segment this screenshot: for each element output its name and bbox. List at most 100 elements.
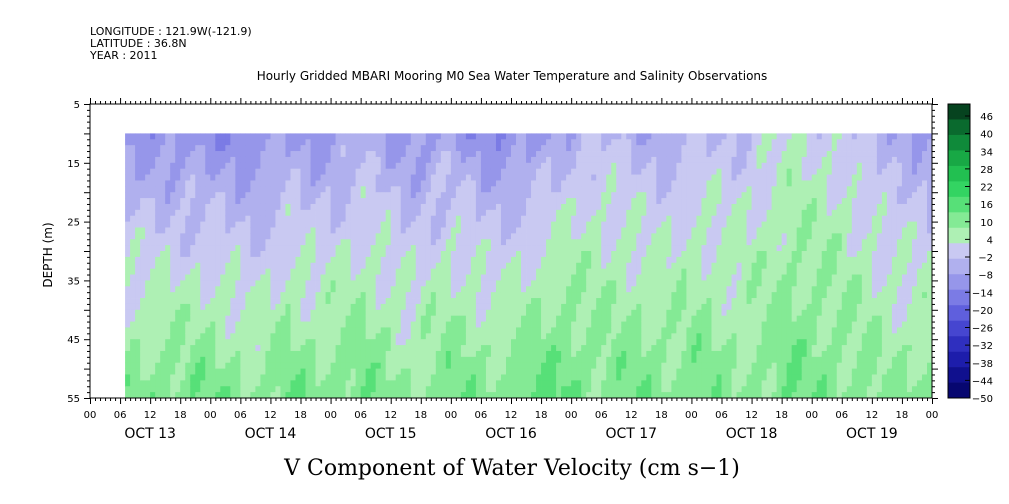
heatmap-cell <box>430 245 437 252</box>
heatmap-cell <box>140 192 146 199</box>
heatmap-cell <box>531 274 537 281</box>
heatmap-cell <box>641 386 647 393</box>
heatmap-cell <box>330 268 336 275</box>
heatmap-cell <box>581 356 587 364</box>
heatmap-cell <box>195 239 201 246</box>
heatmap-cell <box>631 362 637 369</box>
heatmap-cell <box>355 262 362 270</box>
heatmap-cell <box>145 286 151 293</box>
heatmap-cell <box>445 139 452 146</box>
heatmap-cell <box>305 380 311 387</box>
heatmap-cell <box>410 345 417 352</box>
heatmap-cell <box>430 215 437 222</box>
heatmap-cell <box>390 198 397 205</box>
heatmap-cell <box>596 198 602 205</box>
heatmap-cell <box>245 333 251 340</box>
heatmap-cell <box>265 245 271 252</box>
heatmap-cell <box>385 298 392 305</box>
heatmap-cell <box>435 368 442 375</box>
heatmap-cell <box>325 268 331 275</box>
heatmap-cell <box>516 386 522 393</box>
heatmap-cell <box>130 345 136 352</box>
heatmap-cell <box>516 227 522 234</box>
heatmap-cell <box>646 156 652 164</box>
heatmap-cell <box>330 380 336 387</box>
heatmap-cell <box>475 374 482 381</box>
heatmap-cell <box>531 356 537 364</box>
heatmap-cell <box>290 333 296 340</box>
heatmap-cell <box>480 362 487 369</box>
heatmap-cell <box>631 133 637 140</box>
heatmap-cell <box>355 386 362 393</box>
heatmap-cell <box>546 298 552 305</box>
heatmap-cell <box>195 386 201 393</box>
heatmap-cell <box>180 180 186 187</box>
heatmap-cell <box>395 345 402 352</box>
heatmap-cell <box>566 221 572 228</box>
heatmap-cell <box>200 368 206 375</box>
heatmap-cell <box>320 251 326 258</box>
heatmap-cell <box>646 239 652 246</box>
heatmap-cell <box>390 321 397 328</box>
heatmap-cell <box>516 162 522 170</box>
heatmap-cell <box>470 380 477 387</box>
heatmap-cell <box>130 227 136 234</box>
heatmap-cell <box>495 215 502 222</box>
heatmap-cell <box>661 203 667 211</box>
heatmap-cell <box>601 186 607 193</box>
heatmap-cell <box>125 251 131 258</box>
heatmap-cell <box>295 339 301 346</box>
heatmap-cell <box>280 374 286 381</box>
heatmap-cell <box>546 356 552 364</box>
heatmap-cell <box>636 192 642 199</box>
heatmap-cell <box>170 380 176 387</box>
heatmap-cell <box>370 280 377 287</box>
heatmap-cell <box>606 192 612 199</box>
heatmap-cell <box>225 274 231 281</box>
heatmap-cell <box>661 156 667 164</box>
heatmap-cell <box>155 345 161 352</box>
heatmap-cell <box>465 292 472 299</box>
heatmap-cell <box>511 151 517 158</box>
heatmap-cell <box>215 345 221 352</box>
heatmap-cell <box>631 345 637 352</box>
heatmap-cell <box>240 262 246 270</box>
heatmap-cell <box>285 362 291 369</box>
heatmap-cell <box>490 356 497 364</box>
heatmap-cell <box>641 345 647 352</box>
heatmap-cell <box>636 133 642 140</box>
heatmap-cell <box>661 345 667 352</box>
heatmap-cell <box>165 251 171 258</box>
heatmap-cell <box>250 380 256 387</box>
heatmap-cell <box>465 192 472 199</box>
heatmap-cell <box>335 192 341 199</box>
heatmap-cell <box>255 286 261 293</box>
heatmap-cell <box>375 268 382 275</box>
heatmap-cell <box>470 262 477 270</box>
heatmap-cell <box>661 209 667 217</box>
heatmap-cell <box>495 286 502 293</box>
heatmap-cell <box>400 345 407 352</box>
heatmap-cell <box>300 233 306 240</box>
heatmap-cell <box>260 380 266 387</box>
heatmap-cell <box>270 315 276 322</box>
heatmap-cell <box>195 374 201 381</box>
heatmap-cell <box>210 374 216 381</box>
heatmap-cell <box>155 286 161 293</box>
heatmap-cell <box>290 286 296 293</box>
heatmap-cell <box>170 362 176 369</box>
heatmap-cell <box>180 333 186 340</box>
heatmap-cell <box>425 180 432 187</box>
heatmap-cell <box>661 239 667 246</box>
heatmap-cell <box>541 174 547 181</box>
heatmap-cell <box>636 162 642 170</box>
heatmap-cell <box>505 233 512 240</box>
heatmap-cell <box>676 251 682 258</box>
heatmap-cell <box>215 156 221 164</box>
heatmap-cell <box>631 333 637 340</box>
heatmap-cell <box>235 356 241 364</box>
heatmap-cell <box>546 192 552 199</box>
heatmap-cell <box>505 309 512 317</box>
heatmap-cell <box>335 392 341 399</box>
heatmap-cell <box>240 286 246 293</box>
